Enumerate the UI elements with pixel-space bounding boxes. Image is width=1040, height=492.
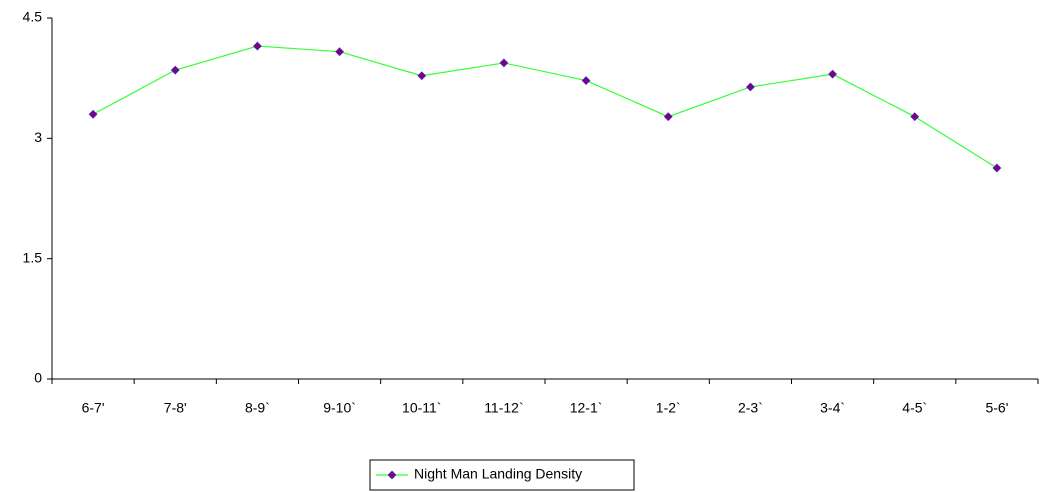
x-tick-label: 2-3`	[738, 400, 763, 416]
data-point	[499, 58, 509, 68]
data-point	[663, 112, 673, 122]
x-tick-label: 4-5`	[902, 400, 927, 416]
data-point	[992, 163, 1002, 173]
y-tick-label: 0	[34, 370, 42, 386]
x-tick-label: 5-6'	[985, 400, 1008, 416]
data-point	[335, 47, 345, 57]
data-point	[88, 109, 98, 119]
x-tick-label: 6-7'	[82, 400, 105, 416]
y-tick-label: 4.5	[23, 9, 43, 25]
data-point	[170, 65, 180, 75]
x-tick-label: 12-1`	[570, 400, 603, 416]
legend-box	[369, 459, 635, 491]
data-point	[581, 76, 591, 85]
x-tick-label: 1-2`	[656, 400, 681, 416]
x-tick-label: 3-4`	[820, 400, 845, 416]
x-tick-label: 8-9`	[245, 400, 270, 416]
legend-label: Night Man Landing Density	[414, 466, 582, 482]
y-tick-label: 1.5	[23, 249, 43, 265]
data-point	[745, 82, 755, 92]
data-point	[252, 41, 262, 51]
x-tick-label: 7-8'	[164, 400, 187, 416]
data-point	[910, 112, 920, 122]
x-tick-label: 9-10`	[323, 400, 356, 416]
data-point	[828, 69, 838, 79]
legend-marker	[387, 470, 397, 480]
y-tick-label: 3	[34, 129, 42, 145]
x-tick-label: 11-12`	[484, 400, 523, 416]
series-line	[92, 45, 998, 169]
x-tick-label: 10-11`	[402, 400, 441, 416]
data-point	[417, 71, 427, 81]
